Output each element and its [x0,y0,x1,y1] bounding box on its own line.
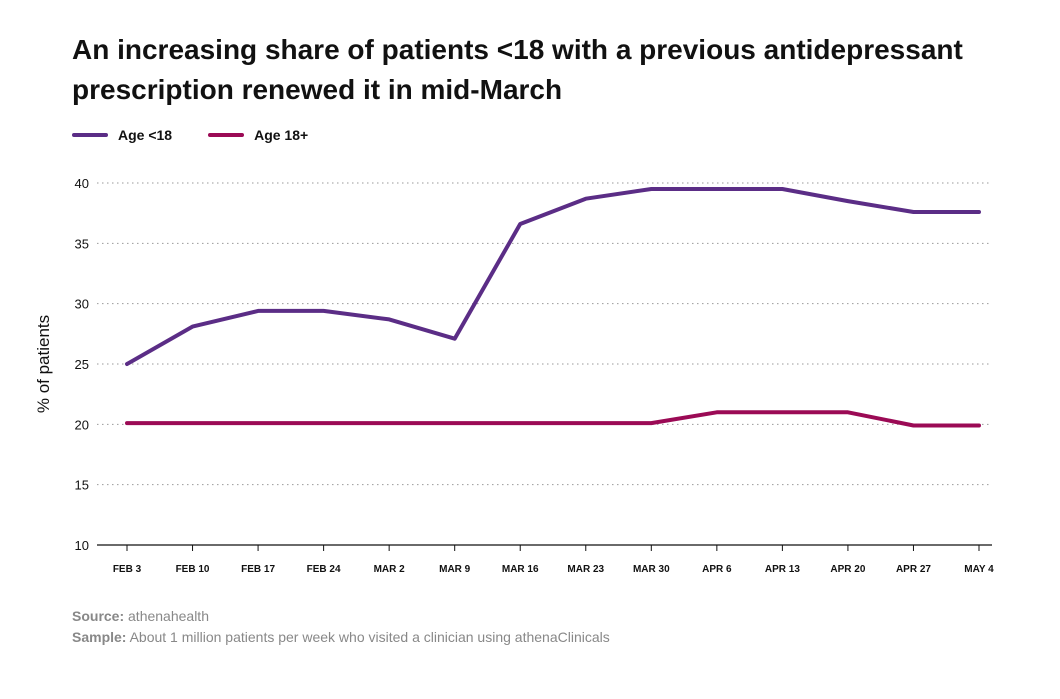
series-line-0 [125,187,981,366]
y-tick-label-30: 30 [75,297,89,312]
chart-footer: Source: athenahealth Sample: About 1 mil… [72,606,610,648]
y-tick-label-15: 15 [75,478,89,493]
x-tick-label-9: APR 6 [702,564,732,575]
x-tick-label-12: APR 27 [896,564,931,575]
legend-label-age-under-18: Age <18 [118,127,173,143]
x-tick-label-2: FEB 17 [241,564,275,575]
legend-item-age-under-18: Age <18 [72,127,172,143]
series-line-1 [125,410,981,428]
sample-text: About 1 million patients per week who vi… [126,629,610,645]
x-tick-label-7: MAR 23 [567,564,604,575]
source-text: athenahealth [124,608,209,624]
x-tick-label-5: MAR 9 [439,564,471,575]
y-tick-label-25: 25 [75,357,89,372]
chart-legend: Age <18 Age 18+ [72,127,344,143]
legend-item-age-18-plus: Age 18+ [208,127,308,143]
sample-label: Sample: [72,629,127,645]
x-tick-label-1: FEB 10 [176,564,210,575]
x-tick-label-8: MAR 30 [633,564,670,575]
source-note: Source: athenahealth [72,606,610,627]
source-label: Source: [72,608,125,624]
sample-note: Sample: About 1 million patients per wee… [72,627,610,648]
legend-swatch-age-18-plus [208,133,245,137]
y-tick-label-35: 35 [75,236,89,251]
y-tick-label-40: 40 [75,176,89,191]
x-tick-label-13: MAY 4 [964,564,994,575]
x-tick-label-11: APR 20 [830,564,865,575]
y-tick-label-20: 20 [75,417,89,432]
x-tick-label-3: FEB 24 [307,564,341,575]
x-tick-label-4: MAR 2 [374,564,406,575]
y-axis-title: % of patients [34,315,53,413]
legend-label-age-18-plus: Age 18+ [254,127,309,143]
x-tick-label-6: MAR 16 [502,564,539,575]
y-tick-label-10: 10 [75,538,89,553]
chart-title: An increasing share of patients <18 with… [72,34,963,105]
x-tick-label-10: APR 13 [765,564,800,575]
legend-swatch-age-under-18 [72,133,108,137]
x-tick-label-0: FEB 3 [113,564,142,575]
